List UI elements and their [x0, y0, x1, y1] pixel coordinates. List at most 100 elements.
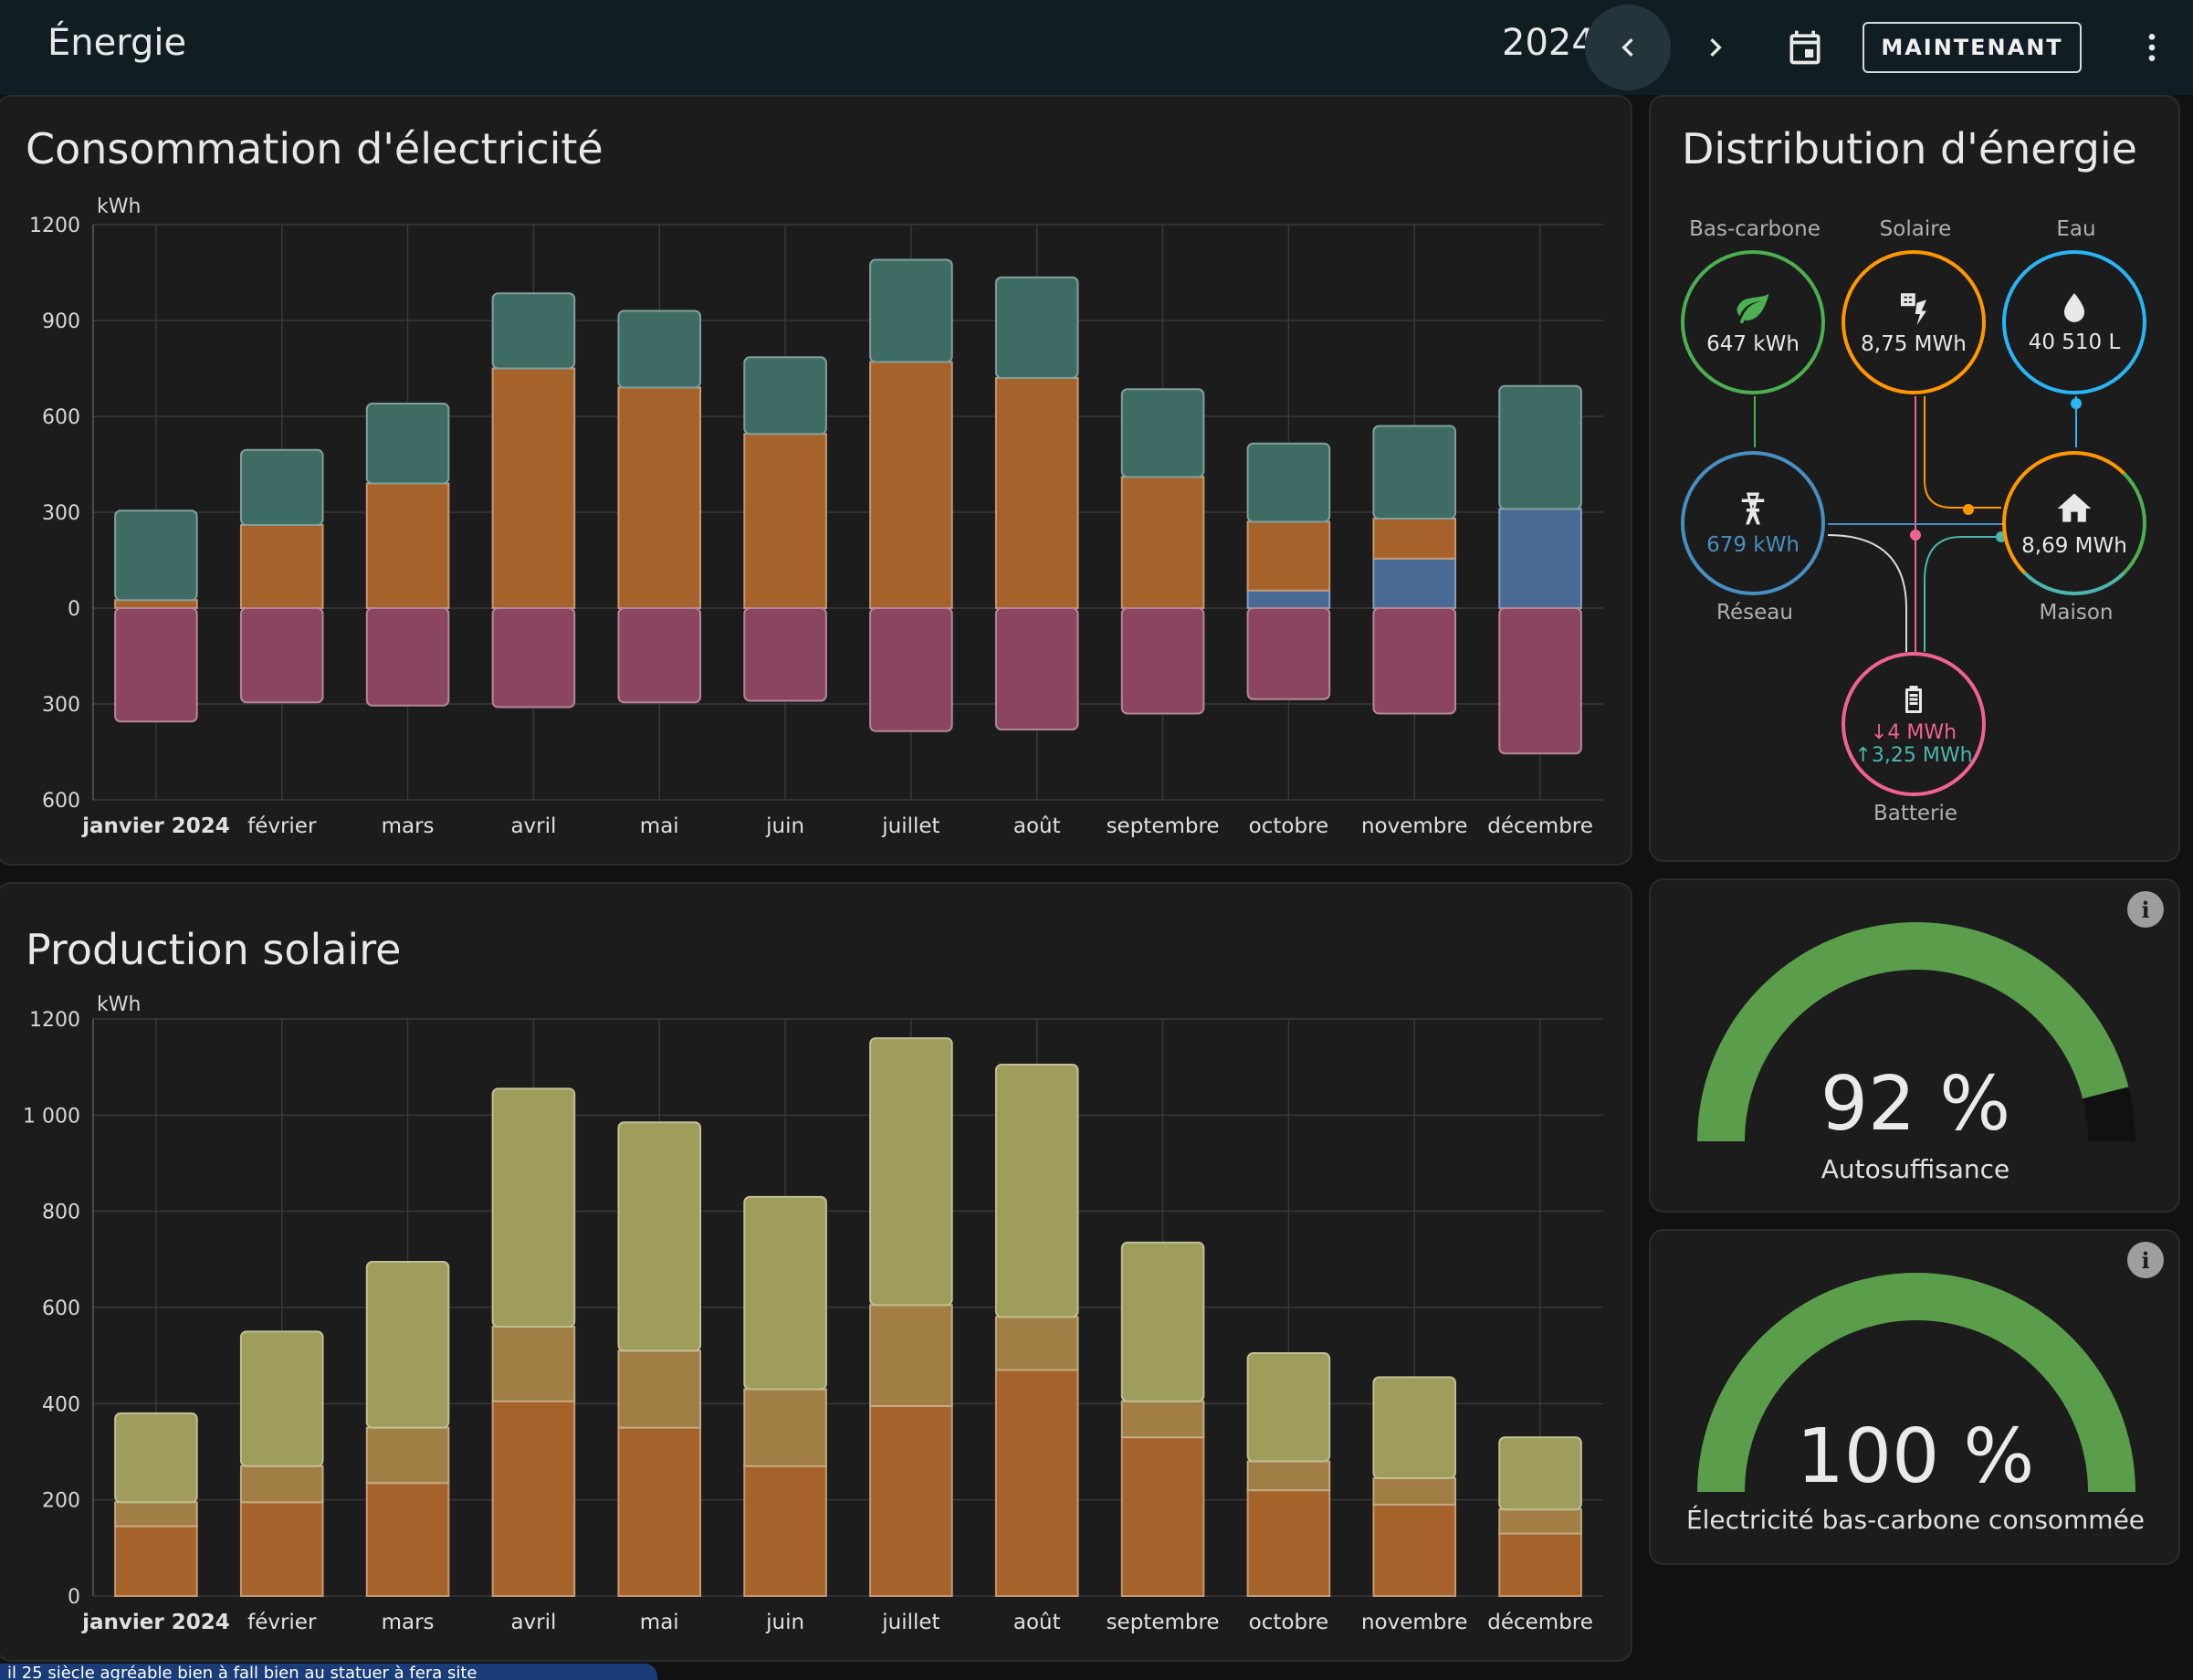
bar-segment-array_3[interactable] [743, 1195, 827, 1391]
bar-segment-array_1[interactable] [365, 1482, 450, 1598]
bar-segment-battery_charge[interactable] [1246, 607, 1331, 700]
bar-segment-battery_charge[interactable] [1498, 607, 1582, 755]
bar-segment-array_3[interactable] [617, 1121, 702, 1352]
bar-segment-grid[interactable] [1498, 508, 1582, 609]
bar-segment-array_2[interactable] [994, 1316, 1079, 1371]
more-options-button[interactable] [2109, 5, 2193, 90]
bar-segment-battery[interactable] [743, 356, 827, 436]
bar-segment-battery_charge[interactable] [114, 607, 198, 723]
bar-segment-solar[interactable] [1120, 476, 1205, 609]
info-icon[interactable]: i [2127, 1242, 2164, 1278]
bar-segment-array_2[interactable] [617, 1349, 702, 1429]
bar-segment-grid[interactable] [1246, 589, 1331, 609]
solar-node[interactable]: 8,75 MWh [1841, 250, 1986, 394]
bar-segment-array_2[interactable] [869, 1304, 953, 1407]
status-toast: il 25 siècle agréable bien à fall bien a… [0, 1664, 657, 1680]
water-node[interactable]: 40 510 L [2002, 250, 2146, 394]
bar-segment-grid[interactable] [1372, 557, 1457, 609]
calendar-button[interactable] [1762, 5, 1848, 90]
energy-distribution-card: Distribution d'énergie Bas-carbone 647 k… [1649, 95, 2180, 862]
bar-segment-array_1[interactable] [743, 1465, 827, 1597]
bar-segment-array_3[interactable] [114, 1412, 198, 1504]
bar-segment-array_2[interactable] [239, 1465, 324, 1504]
bar-segment-array_1[interactable] [114, 1525, 198, 1598]
bar-segment-battery[interactable] [1372, 425, 1457, 520]
bar-segment-solar[interactable] [365, 482, 450, 609]
bar-segment-battery[interactable] [994, 276, 1079, 379]
bar-segment-array_3[interactable] [1246, 1352, 1331, 1463]
bar-segment-array_2[interactable] [365, 1426, 450, 1485]
bar-segment-battery[interactable] [239, 448, 324, 526]
bar-segment-array_1[interactable] [1120, 1436, 1205, 1598]
x-tick-label: septembre [1107, 1611, 1220, 1634]
chart-bars[interactable]: janvier 2024 février mars avril mai juin juill… [81, 258, 1593, 839]
bar-segment-array_2[interactable] [1246, 1460, 1331, 1492]
bar-segment-battery[interactable] [365, 403, 450, 485]
bar-segment-battery[interactable] [617, 310, 702, 389]
bar-segment-array_1[interactable] [869, 1404, 953, 1598]
bar-segment-battery_charge[interactable] [1372, 607, 1457, 715]
bar-segment-battery[interactable] [1120, 388, 1205, 478]
bar-segment-array_1[interactable] [491, 1400, 576, 1598]
bar-segment-array_1[interactable] [1246, 1489, 1331, 1598]
bar-segment-solar[interactable] [1246, 520, 1331, 592]
bar-segment-battery_charge[interactable] [617, 607, 702, 704]
x-tick-label: mai [640, 814, 679, 838]
bar-segment-battery_charge[interactable] [994, 607, 1079, 730]
bar-segment-array_3[interactable] [239, 1330, 324, 1467]
bar-segment-solar[interactable] [617, 386, 702, 609]
x-tick-label: janvier 2024 [81, 1611, 230, 1634]
bar-segment-array_3[interactable] [994, 1064, 1079, 1318]
info-icon[interactable]: i [2127, 891, 2164, 928]
chart-bars[interactable]: janvier 2024 février mars avril mai juin juill… [81, 1037, 1593, 1634]
grid-node[interactable]: 679 kWh [1681, 451, 1825, 595]
bar-segment-array_1[interactable] [1372, 1503, 1457, 1598]
bar-segment-solar[interactable] [491, 367, 576, 609]
bar-segment-battery_charge[interactable] [869, 607, 953, 732]
bar-segment-array_3[interactable] [869, 1037, 953, 1307]
battery-node[interactable]: ↓4 MWh ↑3,25 MWh [1841, 652, 1986, 796]
bar-segment-battery[interactable] [869, 258, 953, 363]
battery-label: Batterie [1873, 802, 1958, 825]
home-node[interactable]: 8,69 MWh [2002, 451, 2146, 595]
bar-segment-array_1[interactable] [617, 1426, 702, 1598]
bar-segment-solar[interactable] [239, 524, 324, 609]
bar-segment-battery[interactable] [1246, 442, 1331, 523]
bar-segment-array_3[interactable] [491, 1087, 576, 1328]
bar-segment-array_2[interactable] [1498, 1508, 1582, 1535]
bar-segment-array_1[interactable] [1498, 1532, 1582, 1597]
bar-segment-solar[interactable] [994, 377, 1079, 609]
low-carbon-node[interactable]: 647 kWh [1681, 250, 1825, 394]
previous-period-button[interactable] [1585, 5, 1671, 90]
bar-segment-battery[interactable] [114, 509, 198, 602]
flow-lines [1754, 396, 2082, 652]
bar-segment-array_1[interactable] [994, 1369, 1079, 1598]
bar-segment-array_3[interactable] [365, 1260, 450, 1429]
next-period-button[interactable] [1673, 5, 1758, 90]
x-tick-label: mars [382, 1611, 435, 1634]
bar-segment-array_2[interactable] [1120, 1400, 1205, 1439]
bar-segment-solar[interactable] [869, 361, 953, 609]
bar-segment-battery_charge[interactable] [1120, 607, 1205, 715]
bar-segment-array_2[interactable] [1372, 1476, 1457, 1506]
bar-segment-solar[interactable] [743, 433, 827, 609]
bar-segment-array_1[interactable] [239, 1501, 324, 1597]
bar-segment-battery_charge[interactable] [491, 607, 576, 709]
bar-segment-battery_charge[interactable] [365, 607, 450, 707]
bar-segment-battery[interactable] [1498, 384, 1582, 510]
now-button[interactable]: MAINTENANT [1862, 22, 2082, 73]
bar-segment-array_2[interactable] [114, 1501, 198, 1528]
bar-segment-array_3[interactable] [1372, 1376, 1457, 1479]
bar-segment-solar[interactable] [1372, 518, 1457, 560]
bar-segment-array_2[interactable] [743, 1388, 827, 1467]
bar-segment-battery_charge[interactable] [743, 607, 827, 702]
bar-segment-array_3[interactable] [1498, 1436, 1582, 1511]
bar-segment-battery[interactable] [491, 292, 576, 370]
bar-segment-array_2[interactable] [491, 1326, 576, 1402]
bar-segment-solar[interactable] [114, 599, 198, 609]
bar-segment-array_3[interactable] [1120, 1241, 1205, 1402]
bar-segment-battery_charge[interactable] [239, 607, 324, 704]
x-tick-label: novembre [1361, 814, 1468, 838]
